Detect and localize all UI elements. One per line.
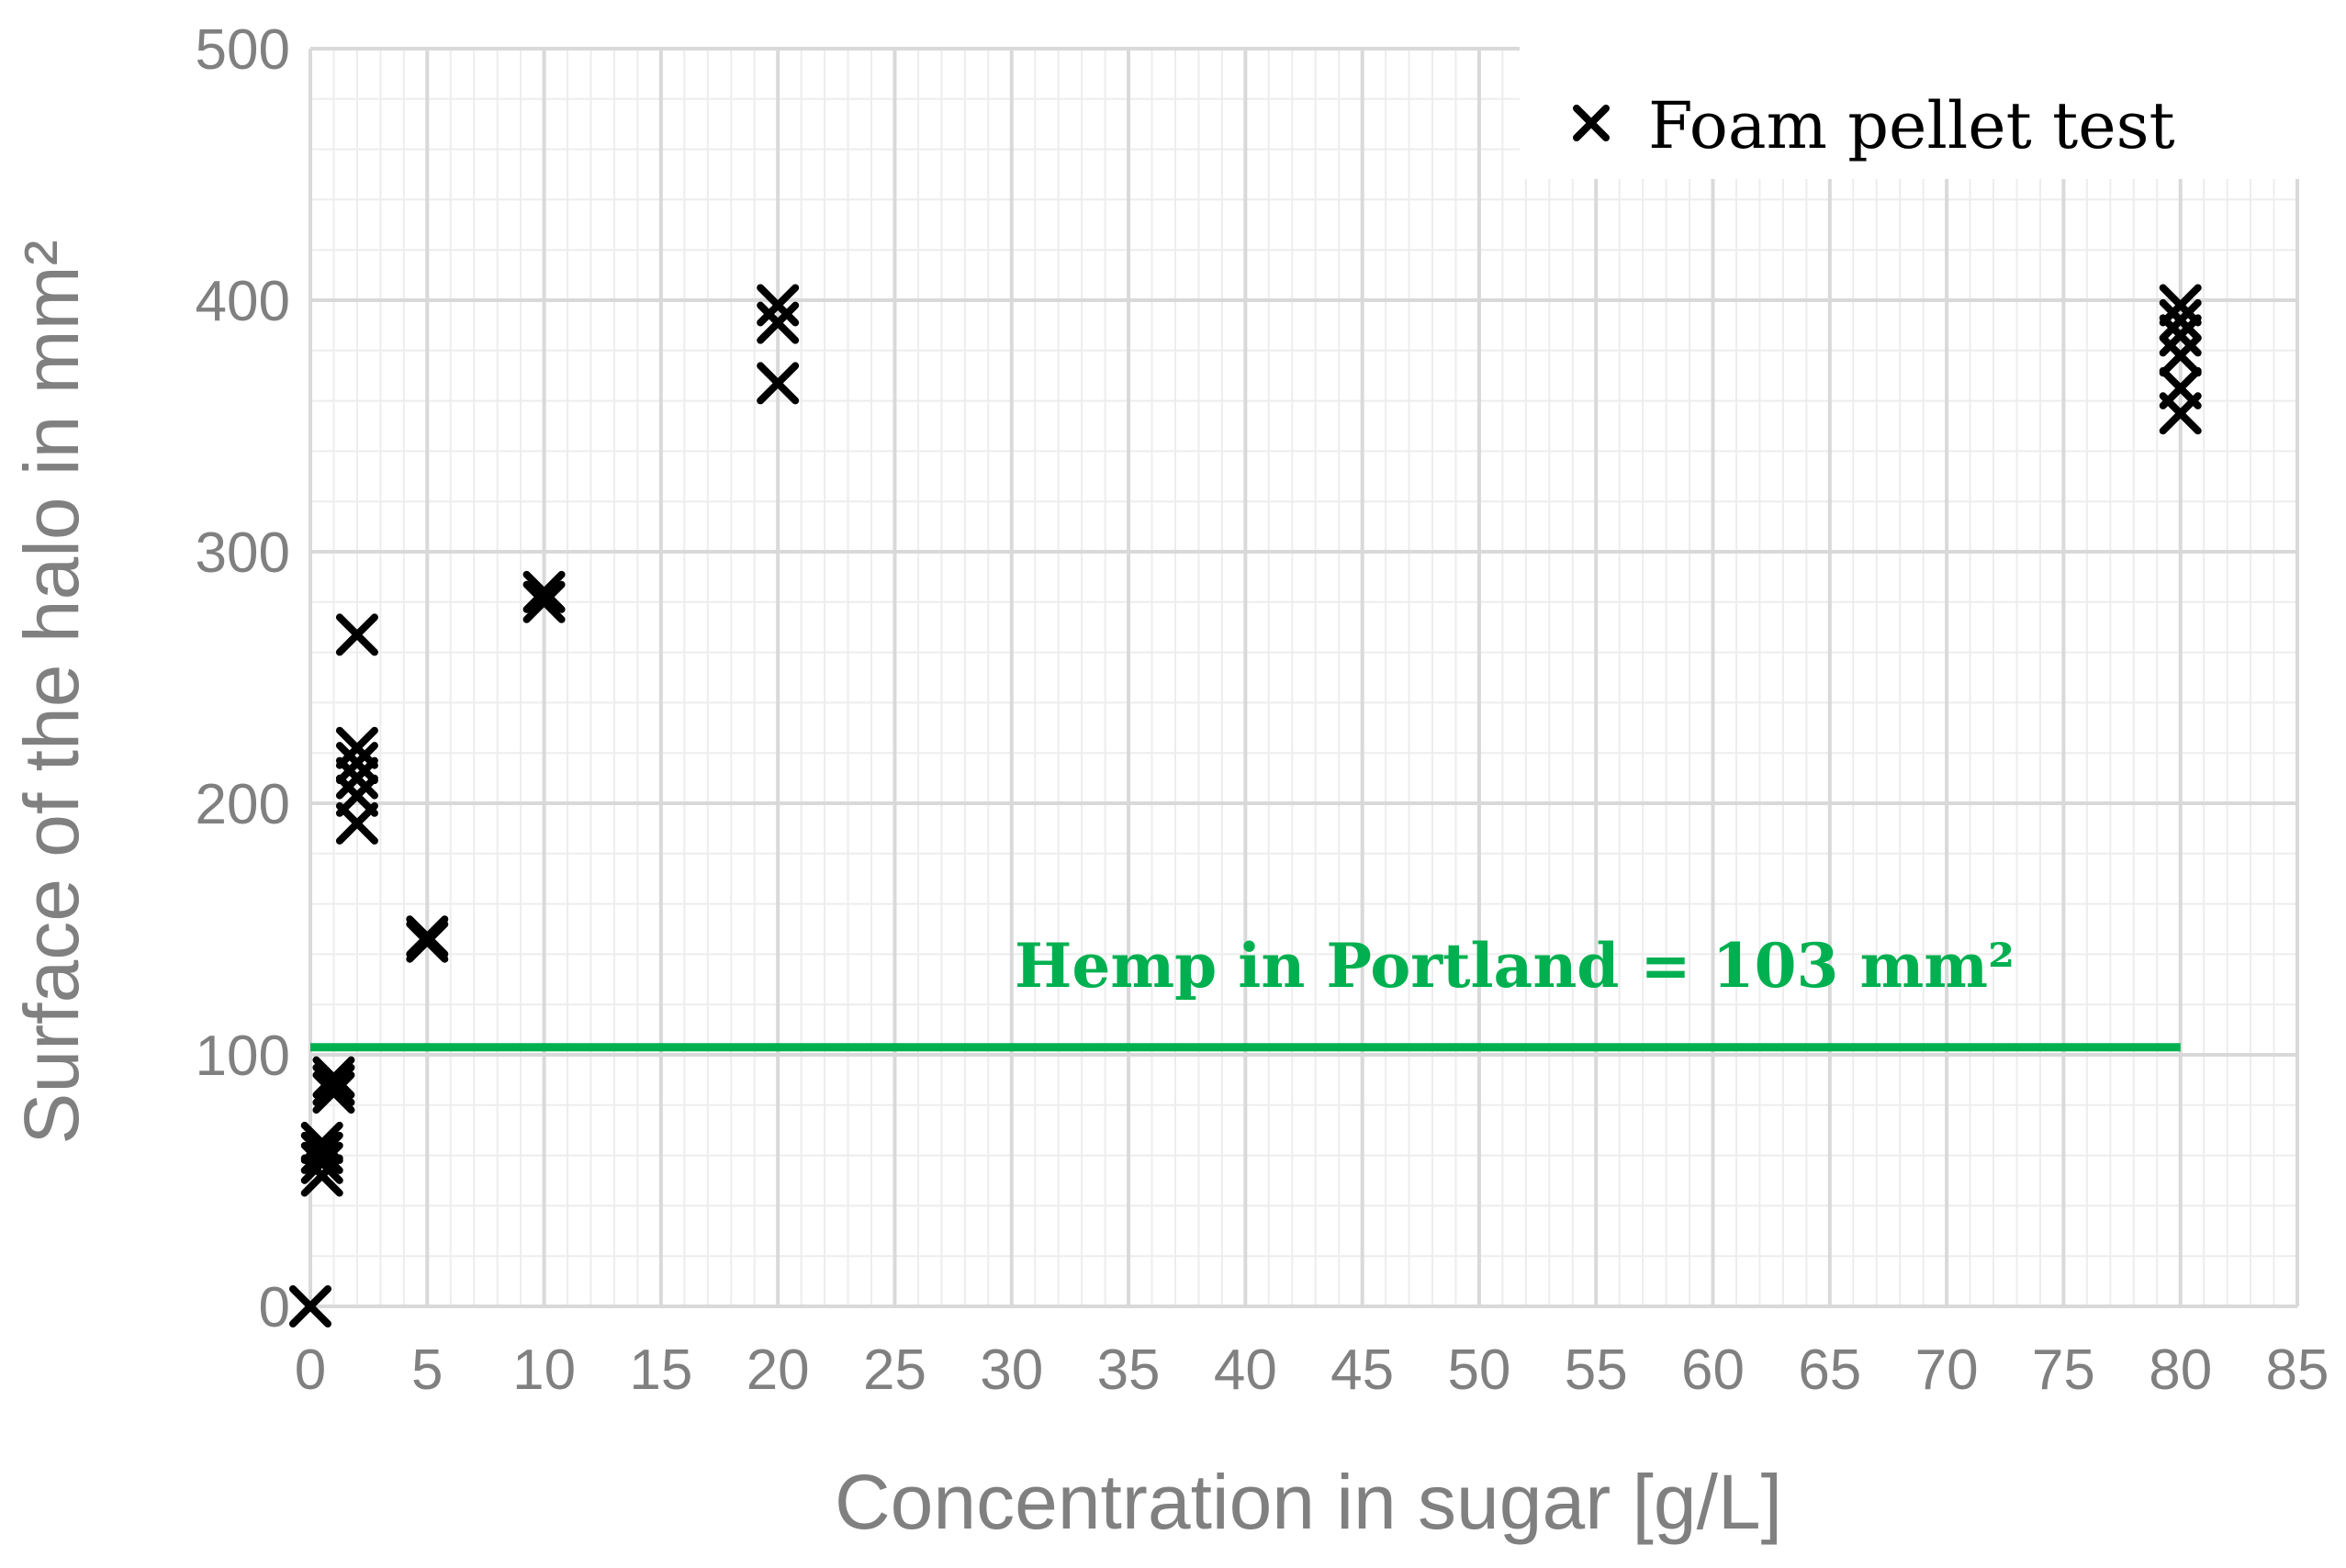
data-point (522, 580, 566, 623)
x-tick-label: 40 (1214, 1338, 1277, 1402)
data-point (406, 915, 449, 958)
x-axis-tick-labels: 0 5 10 15 20 25 30 35 40 45 50 55 60 65 70 75 80 85 (295, 1338, 2329, 1402)
x-tick-label: 70 (1915, 1338, 1979, 1402)
x-tick-label: 25 (863, 1338, 926, 1402)
data-point (335, 774, 378, 817)
data-point (300, 1131, 343, 1174)
data-point (757, 301, 800, 344)
y-tick-label: 300 (196, 521, 290, 585)
data-point (335, 613, 378, 656)
y-tick-label: 100 (196, 1025, 290, 1088)
data-point (335, 726, 378, 769)
data-point (522, 570, 566, 613)
x-tick-label: 85 (2266, 1338, 2329, 1402)
data-point (335, 756, 378, 800)
y-axis-title: Surface of the halo in mm² (8, 240, 95, 1144)
x-tick-label: 20 (746, 1338, 810, 1402)
y-tick-label: 0 (259, 1276, 290, 1339)
legend-box (1520, 37, 2300, 179)
data-point (757, 362, 800, 405)
major-gridlines (309, 47, 2299, 1308)
y-tick-label: 400 (196, 270, 290, 333)
scatter-markers (289, 284, 2202, 1327)
reference-line-label: Hemp in Portland = 103 mm² (1015, 930, 2015, 1002)
legend: Foam pellet test (1520, 37, 2300, 179)
data-point (2159, 284, 2202, 327)
x-tick-label: 60 (1681, 1338, 1745, 1402)
y-axis-tick-labels: 0 100 200 300 400 500 (196, 18, 290, 1339)
x-tick-label: 30 (980, 1338, 1043, 1402)
data-point (312, 1071, 355, 1114)
y-tick-label: 200 (196, 773, 290, 836)
data-point (312, 1063, 355, 1106)
y-tick-label: 500 (196, 18, 290, 82)
data-point (335, 742, 378, 785)
data-point (2159, 366, 2202, 409)
x-tick-label: 0 (295, 1338, 326, 1402)
x-tick-label: 10 (512, 1338, 576, 1402)
x-tick-label: 80 (2149, 1338, 2212, 1402)
x-tick-label: 75 (2032, 1338, 2095, 1402)
x-tick-label: 35 (1097, 1338, 1161, 1402)
data-point (289, 1285, 331, 1327)
x-tick-label: 50 (1447, 1338, 1510, 1402)
data-point (300, 1121, 343, 1164)
x-tick-label: 45 (1330, 1338, 1394, 1402)
x-tick-label: 55 (1565, 1338, 1628, 1402)
x-tick-label: 65 (1798, 1338, 1861, 1402)
data-point (757, 284, 800, 327)
legend-marker-x (1573, 105, 1610, 141)
legend-marker-x-icon (1573, 105, 1610, 141)
data-point (2159, 298, 2202, 342)
legend-label: Foam pellet test (1648, 88, 2175, 163)
x-tick-label: 5 (411, 1338, 443, 1402)
data-point (312, 1056, 355, 1099)
x-tick-label: 15 (629, 1338, 692, 1402)
x-axis-title: Concentration in sugar [g/L] (835, 1459, 1782, 1545)
data-point (2159, 314, 2202, 357)
minor-gridlines (309, 48, 2298, 1307)
